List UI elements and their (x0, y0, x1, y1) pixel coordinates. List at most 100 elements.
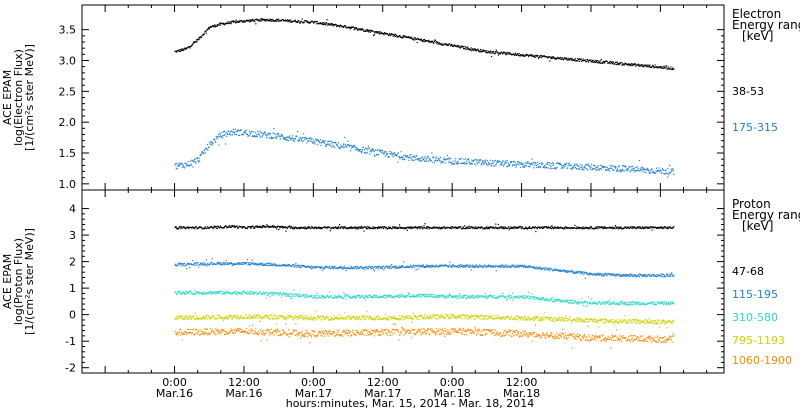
data-point (610, 227, 612, 229)
data-point (442, 264, 444, 266)
data-point (343, 144, 345, 147)
data-point (515, 297, 517, 299)
data-point (472, 226, 474, 228)
data-point (214, 26, 216, 28)
data-point (667, 68, 669, 70)
data-point (360, 266, 363, 268)
data-point (553, 301, 555, 303)
data-point (202, 293, 204, 295)
data-point (275, 264, 277, 266)
data-point (551, 298, 553, 300)
data-point (440, 43, 442, 45)
data-point (624, 166, 626, 168)
data-point (449, 161, 451, 163)
data-point (373, 297, 376, 299)
data-point (573, 165, 575, 167)
data-point (362, 268, 364, 270)
data-point (617, 226, 619, 228)
data-point (615, 226, 617, 228)
data-point (334, 265, 336, 267)
data-point (366, 266, 368, 268)
data-point (239, 292, 241, 294)
data-point (463, 45, 465, 48)
data-point (263, 317, 265, 319)
data-point (617, 302, 619, 304)
data-point (609, 170, 611, 172)
data-point (629, 304, 631, 306)
data-point (481, 265, 483, 267)
data-point (505, 295, 507, 297)
data-point (259, 136, 262, 138)
data-point (518, 297, 520, 299)
data-point (324, 22, 326, 24)
data-point (465, 163, 467, 165)
data-point (323, 295, 325, 297)
data-point (548, 299, 550, 301)
data-point (300, 265, 302, 267)
data-point (496, 297, 498, 299)
data-point (315, 267, 317, 269)
data-point (643, 275, 645, 277)
data-point (316, 23, 318, 25)
data-point (270, 136, 272, 138)
data-point (208, 314, 210, 317)
data-point (636, 302, 638, 304)
data-point (239, 318, 241, 320)
data-point (195, 318, 197, 320)
data-point (652, 275, 655, 277)
data-point (177, 291, 179, 293)
data-point (389, 33, 391, 35)
data-point (410, 156, 413, 158)
data-point (524, 162, 527, 164)
data-point (222, 292, 224, 294)
data-point (208, 141, 211, 143)
series-47-68 (174, 223, 675, 233)
data-point (643, 227, 645, 229)
data-point (204, 318, 206, 320)
data-point (384, 33, 386, 35)
data-point (606, 275, 608, 277)
data-point (261, 227, 263, 229)
data-point (190, 293, 192, 295)
data-point (259, 225, 262, 227)
data-point (645, 276, 647, 278)
data-point (633, 275, 635, 277)
data-point (613, 301, 616, 303)
data-point (664, 303, 667, 305)
data-point (283, 265, 286, 267)
data-point (364, 152, 366, 154)
data-point (277, 225, 279, 227)
data-point (445, 43, 447, 45)
data-point (245, 133, 247, 135)
data-point (459, 158, 461, 160)
data-point (399, 266, 402, 268)
data-point (187, 263, 189, 265)
data-point (391, 296, 393, 298)
data-point (292, 137, 294, 140)
data-point (248, 264, 250, 266)
data-point (492, 227, 494, 229)
data-point (475, 50, 478, 52)
data-point (456, 295, 458, 297)
data-point (246, 316, 249, 318)
data-point (634, 275, 636, 277)
data-point (491, 164, 493, 166)
data-point (579, 60, 581, 62)
data-point (601, 61, 604, 63)
data-point (584, 227, 586, 229)
data-point (637, 274, 639, 276)
data-point (334, 294, 336, 296)
data-point (513, 53, 515, 55)
data-point (527, 297, 529, 299)
data-point (644, 168, 646, 170)
data-point (426, 294, 428, 296)
data-point (342, 25, 344, 28)
data-point (269, 296, 271, 298)
data-point (423, 41, 425, 43)
data-point (284, 227, 286, 229)
data-point (457, 227, 459, 229)
data-point (345, 298, 347, 300)
data-point (322, 22, 325, 24)
data-point (461, 297, 463, 299)
data-point (376, 267, 378, 269)
